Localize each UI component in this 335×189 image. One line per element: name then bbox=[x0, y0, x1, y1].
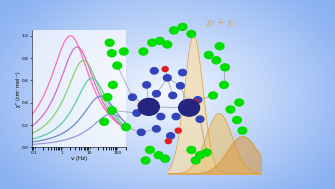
Circle shape bbox=[187, 30, 196, 37]
Text: χ₀ + χ₁: χ₀ + χ₁ bbox=[205, 18, 237, 27]
Circle shape bbox=[152, 91, 160, 97]
Circle shape bbox=[212, 57, 221, 64]
Circle shape bbox=[154, 152, 163, 159]
Circle shape bbox=[155, 37, 164, 44]
Circle shape bbox=[194, 97, 202, 103]
Circle shape bbox=[152, 126, 160, 132]
Circle shape bbox=[169, 92, 177, 99]
Circle shape bbox=[181, 102, 187, 107]
Circle shape bbox=[179, 69, 187, 76]
Circle shape bbox=[220, 81, 228, 88]
Circle shape bbox=[157, 113, 165, 120]
Circle shape bbox=[196, 116, 204, 122]
Circle shape bbox=[122, 124, 130, 131]
Circle shape bbox=[108, 50, 116, 57]
Circle shape bbox=[129, 94, 136, 100]
Circle shape bbox=[196, 152, 204, 159]
Circle shape bbox=[215, 43, 224, 50]
Circle shape bbox=[105, 39, 114, 46]
Circle shape bbox=[145, 146, 154, 153]
Circle shape bbox=[119, 48, 128, 55]
Circle shape bbox=[113, 62, 122, 69]
Circle shape bbox=[143, 82, 150, 88]
Circle shape bbox=[165, 139, 172, 144]
Circle shape bbox=[163, 41, 172, 48]
Circle shape bbox=[175, 128, 181, 133]
Circle shape bbox=[133, 110, 141, 116]
Circle shape bbox=[150, 68, 158, 74]
Circle shape bbox=[221, 64, 229, 71]
Circle shape bbox=[108, 107, 116, 114]
Circle shape bbox=[148, 39, 156, 46]
Circle shape bbox=[139, 48, 148, 55]
Circle shape bbox=[100, 118, 109, 125]
Circle shape bbox=[163, 75, 171, 81]
Circle shape bbox=[179, 99, 200, 116]
Circle shape bbox=[161, 155, 170, 162]
Circle shape bbox=[170, 27, 178, 34]
Y-axis label: χ'' (cm³ mol⁻¹): χ'' (cm³ mol⁻¹) bbox=[16, 71, 21, 107]
Circle shape bbox=[226, 106, 235, 113]
Circle shape bbox=[209, 92, 217, 99]
Circle shape bbox=[238, 127, 247, 134]
X-axis label: ν (Hz): ν (Hz) bbox=[71, 156, 87, 161]
Circle shape bbox=[149, 100, 155, 105]
Circle shape bbox=[172, 113, 180, 120]
Circle shape bbox=[177, 83, 184, 89]
Circle shape bbox=[138, 98, 159, 115]
Circle shape bbox=[162, 67, 168, 72]
Circle shape bbox=[202, 149, 211, 156]
Circle shape bbox=[178, 23, 187, 30]
Circle shape bbox=[232, 117, 241, 124]
Circle shape bbox=[187, 146, 196, 153]
Circle shape bbox=[167, 133, 175, 139]
Circle shape bbox=[191, 157, 200, 164]
Circle shape bbox=[103, 94, 112, 101]
Circle shape bbox=[137, 129, 145, 136]
Circle shape bbox=[204, 52, 213, 59]
Circle shape bbox=[138, 103, 144, 108]
Circle shape bbox=[235, 99, 244, 106]
Circle shape bbox=[141, 157, 150, 164]
Circle shape bbox=[109, 81, 117, 88]
Circle shape bbox=[192, 100, 198, 105]
